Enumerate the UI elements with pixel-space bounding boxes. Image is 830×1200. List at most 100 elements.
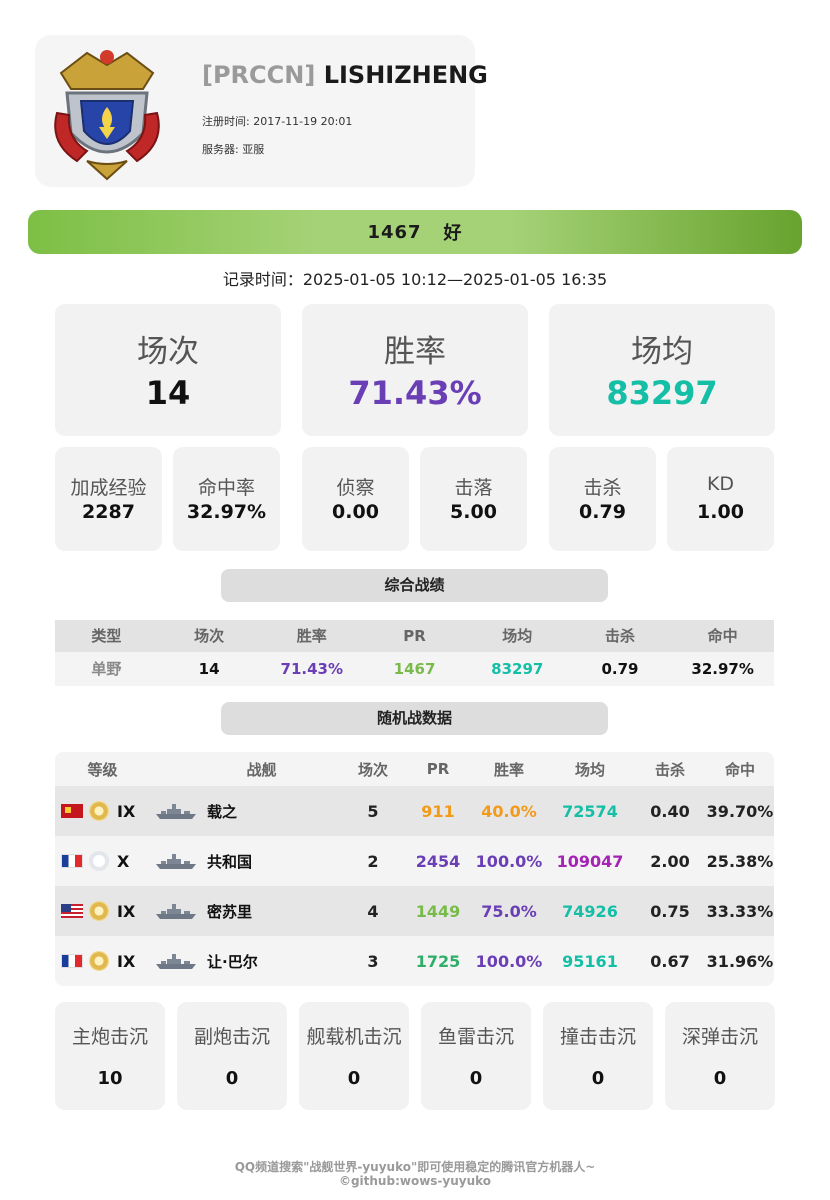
ship-avg: 74926 xyxy=(562,901,618,921)
ship-silhouette-icon xyxy=(156,854,196,869)
ship-hit: 31.96% xyxy=(706,951,774,971)
kill-card-aircraft: 舰载机击沉 0 xyxy=(299,1002,409,1110)
games-label: 场次 xyxy=(137,334,199,370)
random-section-title: 随机战数据 xyxy=(221,702,608,735)
ship-hit: 39.70% xyxy=(706,801,774,821)
tier-cell: IX xyxy=(61,886,135,936)
detail-value: 5.00 xyxy=(450,501,497,523)
summary-section-title: 综合战绩 xyxy=(221,569,608,602)
username: LISHIZHENG xyxy=(323,61,488,89)
clan-crest-icon xyxy=(54,50,160,181)
player-profile-card: [PRCCN] LISHIZHENG 注册时间: 2017-11-19 20:0… xyxy=(35,35,488,187)
winrate-value: 71.43% xyxy=(348,374,482,412)
ship-games: 2 xyxy=(367,851,379,871)
column-header: 胜率 xyxy=(493,760,524,779)
footer-github: ©github:wows-yuyuko xyxy=(338,1174,492,1188)
kill-type-value: 0 xyxy=(591,1068,605,1089)
table-row: IX 密苏里 4 1449 75.0% 74926 0.75 33.33% xyxy=(55,886,774,936)
pr-rating-bar: 1467 好 xyxy=(28,210,802,254)
tier-value: IX xyxy=(117,951,136,971)
ship-kills: 0.75 xyxy=(650,901,690,921)
clan-tag: [PRCCN] xyxy=(202,61,316,89)
kill-card-secondary: 副炮击沉 0 xyxy=(177,1002,287,1110)
detail-value: 1.00 xyxy=(697,501,744,523)
ship-games: 4 xyxy=(367,901,379,921)
ship-winrate: 100.0% xyxy=(475,951,543,971)
kill-card-depth-charge: 深弹击沉 0 xyxy=(665,1002,775,1110)
kill-type-label: 副炮击沉 xyxy=(193,1026,270,1048)
pr-value: 1467 xyxy=(367,221,422,243)
column-header: 场均 xyxy=(502,627,533,645)
tier-cell: IX xyxy=(61,786,135,836)
kill-type-label: 主炮击沉 xyxy=(71,1026,148,1048)
gold-badge-icon xyxy=(89,801,109,821)
ship-silhouette-icon xyxy=(156,954,196,969)
kill-card-ramming: 撞击击沉 0 xyxy=(543,1002,653,1110)
ship-avg: 95161 xyxy=(562,951,618,971)
detail-value: 0.00 xyxy=(332,501,379,523)
ship-winrate: 100.0% xyxy=(475,851,543,871)
winrate-card: 胜率 71.43% xyxy=(302,304,528,436)
ships-table-header: 等级 战舰 场次 PR 胜率 场均 击杀 命中 xyxy=(55,752,774,786)
column-header: 命中 xyxy=(724,760,755,779)
silver-badge-icon xyxy=(89,851,109,871)
table-row: 单野 14 71.43% 1467 83297 0.79 32.97% xyxy=(55,652,774,686)
ship-pr: 1725 xyxy=(415,951,461,971)
france-flag-icon xyxy=(61,854,83,868)
ship-winrate: 75.0% xyxy=(481,901,537,921)
ship-name: 载之 xyxy=(207,802,238,821)
kill-type-label: 深弹击沉 xyxy=(681,1026,758,1048)
tier-value: IX xyxy=(117,901,136,921)
summary-kills: 0.79 xyxy=(601,660,639,678)
ship-winrate: 40.0% xyxy=(481,801,537,821)
detail-card-hitrate: 命中率 32.97% xyxy=(173,447,280,551)
column-header: 胜率 xyxy=(296,627,327,645)
kill-type-value: 0 xyxy=(713,1068,727,1089)
table-row: IX 载之 5 911 40.0% 72574 0.40 39.70% xyxy=(55,786,774,836)
detail-value: 0.79 xyxy=(579,501,626,523)
kill-type-value: 0 xyxy=(225,1068,239,1089)
column-header: 击杀 xyxy=(604,627,635,645)
kill-type-value: 0 xyxy=(347,1068,361,1089)
footer-promo: QQ频道搜索"战舰世界-yuyuko"即可使用稳定的腾讯官方机器人~ xyxy=(234,1160,596,1174)
ship-silhouette-icon xyxy=(156,904,196,919)
player-name: [PRCCN] LISHIZHENG xyxy=(202,61,488,89)
ship-name: 共和国 xyxy=(207,852,253,871)
usa-flag-icon xyxy=(61,904,83,918)
ship-silhouette-icon xyxy=(156,804,196,819)
tier-cell: IX xyxy=(61,936,135,986)
avg-damage-label: 场均 xyxy=(631,334,693,370)
column-header: PR xyxy=(403,627,426,645)
tier-value: X xyxy=(117,851,130,871)
ship-pr: 911 xyxy=(421,801,455,821)
column-header: 击杀 xyxy=(654,760,685,779)
ship-avg: 72574 xyxy=(562,801,618,821)
column-header: PR xyxy=(426,760,450,778)
column-header: 类型 xyxy=(91,627,122,645)
column-header: 命中 xyxy=(707,627,738,645)
gold-badge-icon xyxy=(89,901,109,921)
summary-pr: 1467 xyxy=(393,660,436,678)
table-row: IX 让·巴尔 3 1725 100.0% 95161 0.67 31.96% xyxy=(55,936,774,986)
ship-cell: 让·巴尔 xyxy=(155,936,258,986)
ship-avg: 109047 xyxy=(556,851,624,871)
kill-card-torpedo: 鱼雷击沉 0 xyxy=(421,1002,531,1110)
ship-games: 3 xyxy=(367,951,379,971)
detail-label: 加成经验 xyxy=(70,477,147,499)
kill-type-label: 撞击击沉 xyxy=(559,1026,636,1048)
kill-type-label: 舰载机击沉 xyxy=(306,1026,402,1048)
summary-games: 14 xyxy=(198,660,220,678)
kill-type-label: 鱼雷击沉 xyxy=(437,1026,514,1048)
column-header: 场次 xyxy=(357,760,388,779)
detail-label: 击落 xyxy=(454,477,493,499)
detail-label: KD xyxy=(706,473,735,495)
detail-value: 2287 xyxy=(82,501,135,523)
ship-pr: 1449 xyxy=(415,901,461,921)
server-label: 服务器: 亚服 xyxy=(202,143,265,156)
ship-games: 5 xyxy=(367,801,379,821)
kill-card-main-battery: 主炮击沉 10 xyxy=(55,1002,165,1110)
detail-card-scout: 侦察 0.00 xyxy=(302,447,409,551)
ship-hit: 33.33% xyxy=(706,901,774,921)
column-header: 场均 xyxy=(574,760,605,779)
pr-level: 好 xyxy=(443,223,463,244)
